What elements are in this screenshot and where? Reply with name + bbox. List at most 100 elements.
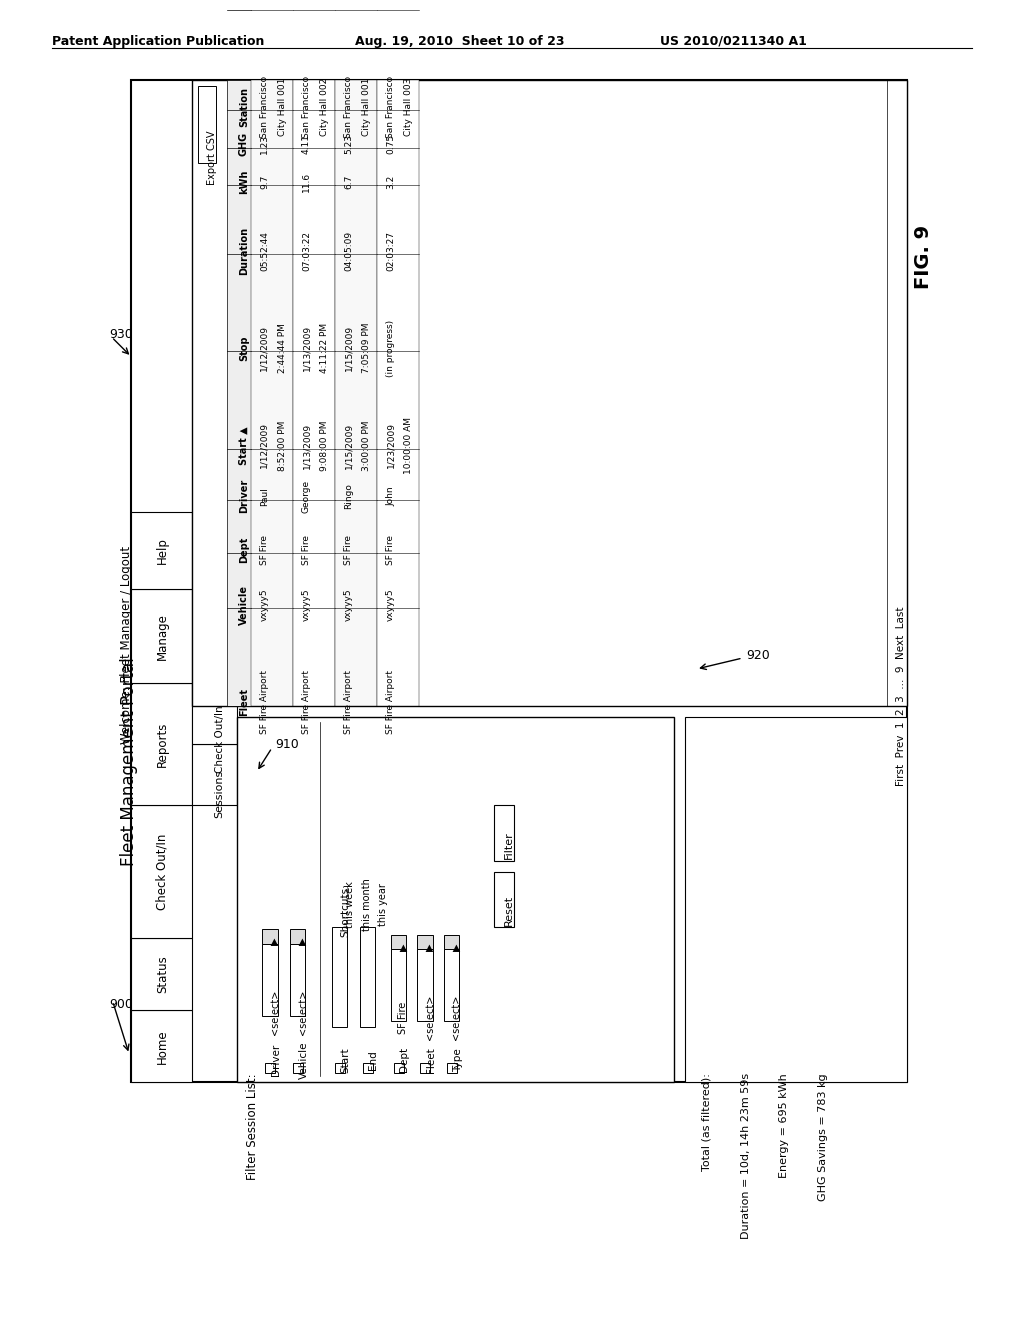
Text: vxyyy5: vxyyy5 bbox=[260, 589, 269, 622]
Polygon shape bbox=[443, 949, 459, 1022]
Text: San Francisco: San Francisco bbox=[344, 75, 353, 137]
Text: Check Out/In: Check Out/In bbox=[214, 705, 224, 772]
Text: 1/23/2009: 1/23/2009 bbox=[386, 422, 395, 469]
Polygon shape bbox=[131, 939, 193, 1010]
Text: 1/13/2009: 1/13/2009 bbox=[302, 325, 311, 371]
Polygon shape bbox=[251, 81, 293, 706]
Text: 3:00:00 PM: 3:00:00 PM bbox=[361, 420, 371, 471]
Text: Duration = 10d, 14h 23m 59s: Duration = 10d, 14h 23m 59s bbox=[740, 1073, 751, 1239]
Polygon shape bbox=[390, 935, 407, 949]
Text: Fleet Management Portal: Fleet Management Portal bbox=[121, 657, 138, 866]
Text: kWh: kWh bbox=[239, 170, 249, 194]
Text: 4:11:22 PM: 4:11:22 PM bbox=[319, 323, 329, 374]
Polygon shape bbox=[293, 81, 335, 706]
Text: Check Out/In: Check Out/In bbox=[156, 833, 169, 909]
Polygon shape bbox=[131, 1010, 193, 1082]
Polygon shape bbox=[377, 81, 420, 706]
Text: Filter: Filter bbox=[504, 832, 513, 859]
Polygon shape bbox=[394, 1063, 403, 1073]
Polygon shape bbox=[265, 1063, 275, 1073]
Polygon shape bbox=[443, 935, 459, 949]
Text: 900: 900 bbox=[110, 998, 133, 1011]
Text: 8:52:00 PM: 8:52:00 PM bbox=[278, 420, 287, 471]
Text: 1/15/2009: 1/15/2009 bbox=[344, 422, 353, 469]
Text: vxyyy5: vxyyy5 bbox=[344, 589, 353, 622]
Text: <select>: <select> bbox=[452, 995, 462, 1040]
Text: San Francisco: San Francisco bbox=[302, 75, 311, 137]
Text: 910: 910 bbox=[275, 738, 299, 751]
Polygon shape bbox=[131, 512, 193, 589]
Text: <select>: <select> bbox=[298, 990, 307, 1035]
Text: SF Fire: SF Fire bbox=[302, 535, 311, 565]
Text: GHG Savings = 783 kg: GHG Savings = 783 kg bbox=[818, 1073, 828, 1201]
Text: Dept: Dept bbox=[239, 536, 249, 562]
Polygon shape bbox=[417, 949, 433, 1022]
Text: 2:44:44 PM: 2:44:44 PM bbox=[278, 323, 287, 374]
Text: SF Fire Airport: SF Fire Airport bbox=[386, 671, 395, 734]
Polygon shape bbox=[193, 81, 906, 706]
Text: vxyyy5: vxyyy5 bbox=[386, 589, 395, 622]
Polygon shape bbox=[293, 1063, 303, 1073]
Text: ▶: ▶ bbox=[270, 937, 280, 945]
Text: City Hall 001: City Hall 001 bbox=[278, 78, 287, 136]
Text: Home: Home bbox=[156, 1030, 169, 1064]
Polygon shape bbox=[131, 805, 193, 939]
Text: Manage: Manage bbox=[156, 614, 169, 660]
Text: 5.23: 5.23 bbox=[344, 135, 353, 154]
Text: ▶: ▶ bbox=[425, 944, 435, 950]
Text: Duration: Duration bbox=[239, 227, 249, 275]
Text: SF Fire: SF Fire bbox=[398, 1002, 409, 1034]
Polygon shape bbox=[131, 81, 906, 1082]
Text: City Hall 002: City Hall 002 bbox=[319, 78, 329, 136]
Polygon shape bbox=[332, 927, 347, 1027]
Text: San Francisco: San Francisco bbox=[386, 75, 395, 137]
Polygon shape bbox=[262, 929, 278, 944]
Polygon shape bbox=[237, 717, 674, 1082]
Text: vxyyy5: vxyyy5 bbox=[302, 589, 311, 622]
Text: Export CSV: Export CSV bbox=[207, 131, 217, 185]
Text: 920: 920 bbox=[746, 649, 770, 663]
Text: 1/12/2009: 1/12/2009 bbox=[260, 422, 269, 469]
Text: Shortcuts:: Shortcuts: bbox=[341, 883, 351, 937]
Text: ▶: ▶ bbox=[298, 937, 307, 945]
Text: Stop: Stop bbox=[239, 335, 249, 360]
Text: Vehicle: Vehicle bbox=[299, 1041, 308, 1078]
Text: <select>: <select> bbox=[425, 995, 435, 1040]
Text: SF Fire: SF Fire bbox=[260, 535, 269, 565]
Text: Welcome: Fleet Manager / Logout: Welcome: Fleet Manager / Logout bbox=[121, 546, 133, 744]
Polygon shape bbox=[193, 684, 237, 744]
Text: SF Fire Airport: SF Fire Airport bbox=[260, 671, 269, 734]
Text: GHG: GHG bbox=[239, 132, 249, 156]
Text: this year: this year bbox=[379, 883, 388, 927]
Text: George: George bbox=[302, 479, 311, 513]
Text: 1.23: 1.23 bbox=[260, 135, 269, 154]
Text: 07:03:22: 07:03:22 bbox=[302, 231, 311, 271]
Text: John: John bbox=[386, 487, 395, 506]
Text: 04:05:09: 04:05:09 bbox=[344, 231, 353, 271]
Text: Station: Station bbox=[239, 87, 249, 127]
Text: 05:52:44: 05:52:44 bbox=[260, 231, 269, 271]
Text: 0.75: 0.75 bbox=[386, 135, 395, 154]
Text: Patent Application Publication: Patent Application Publication bbox=[52, 36, 264, 48]
Text: San Francisco: San Francisco bbox=[260, 75, 269, 137]
Text: SF Fire Airport: SF Fire Airport bbox=[302, 671, 311, 734]
Text: End: End bbox=[369, 1049, 379, 1069]
Text: Start ▲: Start ▲ bbox=[239, 426, 249, 465]
Text: this week: this week bbox=[345, 882, 355, 928]
Text: Energy = 695 kWh: Energy = 695 kWh bbox=[779, 1073, 790, 1177]
Text: 11.6: 11.6 bbox=[302, 172, 311, 191]
Text: ▶: ▶ bbox=[452, 944, 462, 950]
Text: Driver: Driver bbox=[271, 1044, 281, 1076]
Text: SF Fire: SF Fire bbox=[386, 535, 395, 565]
Text: Total (as filtered):: Total (as filtered): bbox=[701, 1073, 712, 1171]
Text: SF Fire Airport: SF Fire Airport bbox=[344, 671, 353, 734]
Text: Driver: Driver bbox=[239, 479, 249, 513]
Polygon shape bbox=[226, 81, 251, 706]
Text: Vehicle: Vehicle bbox=[239, 585, 249, 624]
Text: SF Fire: SF Fire bbox=[344, 535, 353, 565]
Text: 4.11: 4.11 bbox=[302, 135, 311, 154]
Text: Aug. 19, 2010  Sheet 10 of 23: Aug. 19, 2010 Sheet 10 of 23 bbox=[355, 36, 564, 48]
Text: 6.7: 6.7 bbox=[344, 174, 353, 189]
Text: Paul: Paul bbox=[260, 487, 269, 506]
Text: 9.7: 9.7 bbox=[260, 174, 269, 189]
